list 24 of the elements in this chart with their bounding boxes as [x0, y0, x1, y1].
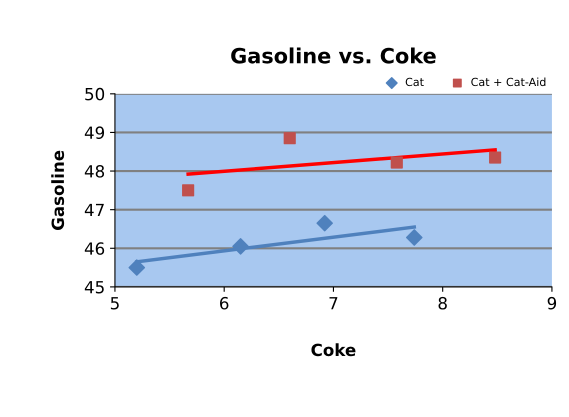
point [182, 184, 194, 196]
point [406, 229, 423, 246]
point [489, 151, 502, 164]
point [232, 238, 249, 255]
x-tick-label: 6 [220, 296, 228, 310]
y-axis-title: Gasoline [51, 150, 64, 230]
point [128, 259, 146, 276]
x-tick-label: 9 [548, 296, 556, 310]
y-tick-label: 45 [84, 281, 104, 294]
y-tick-label: 49 [84, 126, 104, 140]
x-tick-label: 8 [438, 296, 447, 310]
chart-title: Gasoline vs. Coke [231, 47, 436, 64]
x-tick-label: 7 [330, 297, 338, 310]
y-tick-label: 50 [85, 88, 104, 100]
y-tick-label: 47 [84, 204, 104, 216]
point [284, 132, 296, 144]
y-tick-label: 46 [84, 242, 104, 255]
legend-label: Cat + Cat-Aid [471, 78, 546, 86]
x-axis-title: Coke [311, 343, 356, 356]
x-tick-label: 5 [110, 297, 119, 310]
legend-label: Cat [406, 78, 424, 86]
point [390, 156, 403, 169]
y-tick-label: 48 [84, 165, 104, 178]
point [316, 214, 333, 232]
